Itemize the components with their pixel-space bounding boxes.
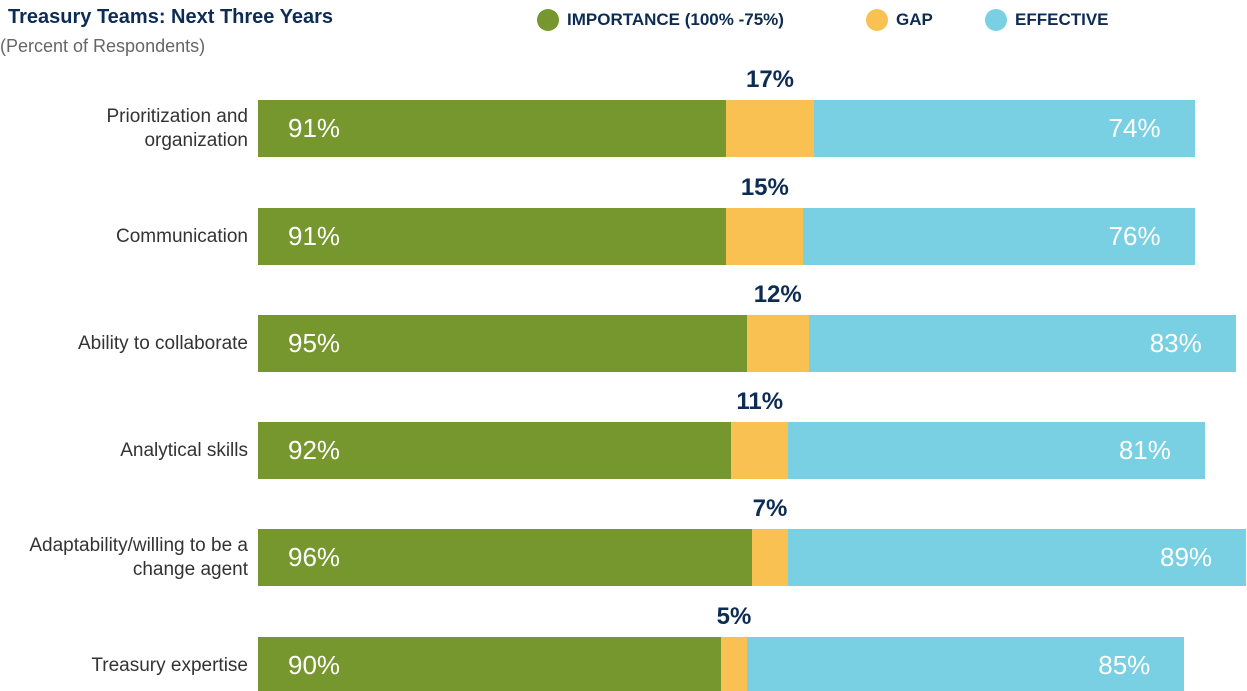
bar-segment	[258, 637, 722, 691]
category-label: Prioritization and organization	[106, 105, 248, 151]
category-label: Adaptability/willing to be a change agen…	[29, 534, 248, 580]
value-label: 81%	[1118, 435, 1171, 465]
bar-segment	[726, 100, 814, 157]
value-label: 11%	[736, 388, 784, 415]
legend-label: IMPORTANCE (100% -75%)	[567, 10, 784, 29]
category-label: Ability to collaborate	[77, 332, 248, 354]
bar-segment	[258, 529, 752, 586]
bar-segment	[258, 208, 727, 265]
bar-segment	[746, 637, 1185, 691]
legend-marker	[866, 9, 888, 31]
category-label: Analytical skills	[120, 439, 248, 461]
legend-label: GAP	[896, 10, 933, 29]
bar-segment	[813, 100, 1195, 157]
bar-segment	[788, 529, 1246, 586]
legend-label: EFFECTIVE	[1015, 10, 1109, 29]
bar-segment	[258, 422, 732, 479]
value-label: 89%	[1160, 542, 1213, 572]
value-label: 12%	[753, 281, 802, 308]
chart-title: Treasury Teams: Next Three Years	[8, 6, 333, 28]
bar-segment	[808, 315, 1236, 372]
value-label: 7%	[752, 495, 788, 522]
category-label: Treasury expertise	[91, 654, 248, 676]
value-label: 83%	[1149, 328, 1202, 358]
bar-segment	[803, 208, 1195, 265]
legend-marker	[537, 9, 559, 31]
value-label: 17%	[745, 66, 795, 93]
bar-segment	[788, 422, 1205, 479]
bar-segment	[721, 637, 747, 691]
value-label: 91%	[288, 221, 341, 251]
value-label: 92%	[288, 435, 341, 465]
value-label: 85%	[1098, 650, 1151, 680]
value-label: 91%	[288, 113, 341, 143]
bar-segment	[258, 315, 747, 372]
bar-segment	[746, 315, 809, 372]
bar-segment	[258, 100, 727, 157]
value-label: 90%	[288, 650, 341, 680]
value-label: 74%	[1108, 113, 1161, 143]
value-label: 95%	[288, 328, 341, 358]
value-label: 96%	[288, 542, 341, 572]
bar-segment	[752, 529, 789, 586]
value-label: 76%	[1108, 221, 1161, 251]
bar-segment	[731, 422, 788, 479]
bar-segment	[726, 208, 804, 265]
legend-marker	[985, 9, 1007, 31]
category-label: Communication	[116, 225, 248, 247]
chart-subtitle: (Percent of Respondents)	[0, 36, 206, 56]
value-label: 15%	[740, 174, 789, 201]
value-label: 5%	[716, 603, 752, 630]
